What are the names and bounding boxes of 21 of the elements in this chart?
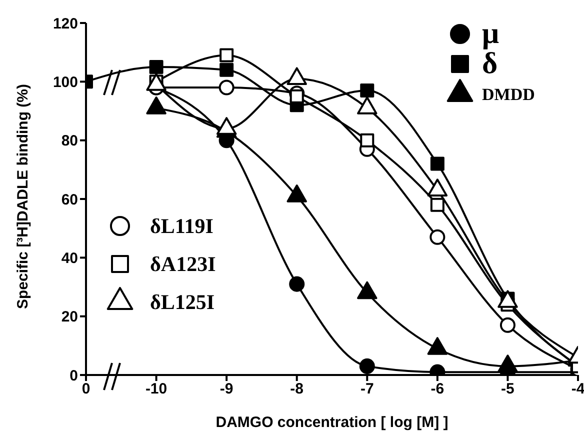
legend-label: δL125I [150,290,215,314]
x-tick-label: -10 [145,380,168,398]
x-tick-label: -7 [360,380,374,398]
y-tick-label: 120 [52,15,78,32]
y-tick-label: 60 [61,191,78,208]
x-tick-label: -9 [220,380,234,398]
x-tick-label: -8 [290,380,304,398]
y-tick-label: 80 [61,132,78,150]
y-axis-title: Specific [³H]DADLE binding (%) [14,84,32,309]
x-tick-label: -5 [501,380,514,398]
legend-label: δL119I [150,214,214,238]
legend-label: δA123I [150,252,216,276]
legend-label: DMDD [482,85,535,104]
y-tick-label: 20 [61,308,78,326]
y-tick-label: 100 [52,74,78,91]
x-tick-label: -6 [430,380,444,398]
legend-label: μ [482,17,500,50]
y-tick-label: 0 [70,367,78,384]
y-tick-label: 40 [61,250,78,267]
x-tick-label: 0 [82,380,90,398]
x-axis-title: DAMGO concentration [ log [M] ] [216,414,448,431]
